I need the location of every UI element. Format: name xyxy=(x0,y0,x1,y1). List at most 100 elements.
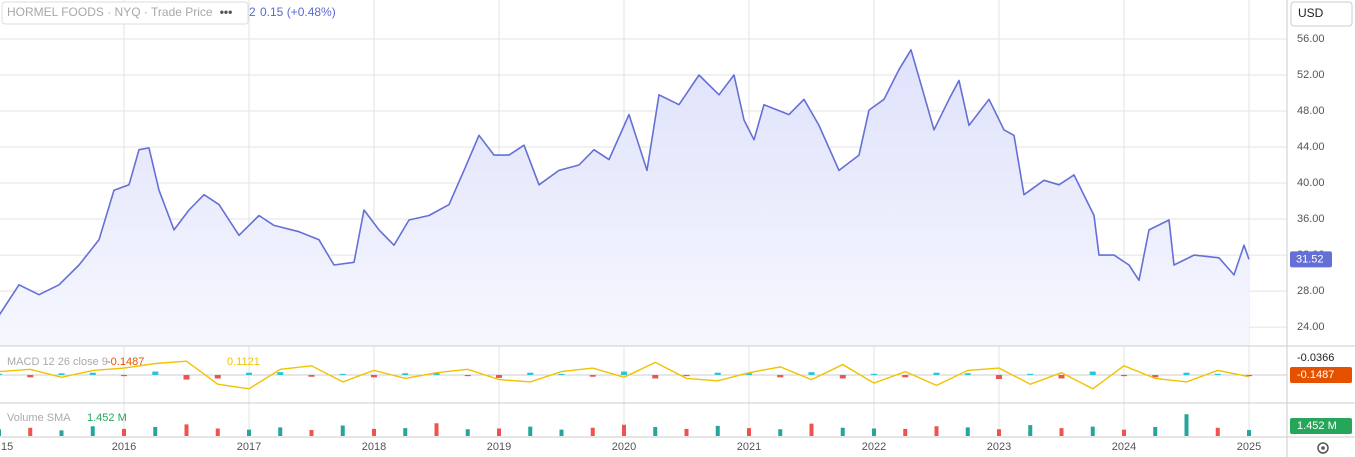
macd-histogram-bar xyxy=(121,375,127,377)
macd-histogram-bar xyxy=(1089,371,1096,375)
macd-histogram-bar xyxy=(746,373,752,375)
volume-bar xyxy=(278,427,283,436)
volume-bar xyxy=(184,424,189,436)
volume-bar xyxy=(903,428,908,436)
macd-histogram-bar xyxy=(152,371,159,375)
last-price-box xyxy=(1290,251,1332,268)
volume-bar xyxy=(590,427,595,436)
macd-histogram-bar xyxy=(1058,375,1065,379)
macd-histogram-bar xyxy=(871,373,877,375)
x-tick-label: 15 xyxy=(1,441,13,453)
x-tick-label: 2025 xyxy=(1237,441,1261,453)
macd-histogram-bar xyxy=(527,372,534,375)
header-title: HORMEL FOODS · NYQ · Trade Price xyxy=(7,5,213,19)
last-price-label: 31.52 xyxy=(1296,253,1324,265)
y-tick-label: 52.00 xyxy=(1297,69,1325,81)
volume-bar xyxy=(778,429,783,436)
macd-histogram-bar xyxy=(183,375,190,380)
volume-bar xyxy=(684,428,689,436)
volume-bar xyxy=(372,428,376,436)
macd-histogram-bar xyxy=(714,372,721,375)
macd-histogram-bar xyxy=(621,371,627,375)
volume-bar xyxy=(809,423,814,436)
volume-bar xyxy=(1028,425,1033,436)
macd-histogram-bar xyxy=(433,372,440,375)
macd-histogram-bar xyxy=(27,375,34,378)
macd-histogram-bar xyxy=(1214,373,1221,375)
volume-bar xyxy=(872,428,876,436)
price-fragment: 2 xyxy=(249,5,256,19)
y-tick-label: 44.00 xyxy=(1297,141,1325,153)
x-tick-label: 2018 xyxy=(362,441,386,453)
volume-bar xyxy=(1090,426,1095,436)
macd-histogram-bar xyxy=(996,375,1002,380)
price-change: 0.15 (+0.48%) xyxy=(260,5,336,19)
macd-histogram-bar xyxy=(933,372,940,375)
header-box xyxy=(1,1,249,25)
price-line xyxy=(0,49,1250,316)
volume-bar xyxy=(997,429,1001,436)
macd-histogram-bar xyxy=(277,372,284,375)
macd-legend-value: 0.1121 xyxy=(227,356,260,368)
volume-bar xyxy=(934,426,939,436)
macd-histogram-bar xyxy=(89,372,96,375)
macd-title: MACD 12 26 close 9 xyxy=(7,356,108,368)
currency-label[interactable]: USD xyxy=(1298,6,1324,20)
volume-bar xyxy=(90,426,95,436)
volume-bar xyxy=(1122,429,1126,436)
volume-bar xyxy=(403,428,408,436)
y-tick-label: 48.00 xyxy=(1297,105,1325,117)
macd-histogram-bar xyxy=(214,375,221,379)
volume-bar xyxy=(1215,427,1220,436)
x-tick-label: 2023 xyxy=(987,441,1011,453)
volume-bar xyxy=(559,429,564,436)
y-tick-label: 40.00 xyxy=(1297,177,1325,189)
x-tick-label: 2017 xyxy=(237,441,261,453)
macd-histogram-bar xyxy=(1027,373,1034,375)
y-tick-label: 24.00 xyxy=(1297,321,1325,333)
macd-histogram-bar xyxy=(589,375,596,377)
volume-bar xyxy=(465,429,470,436)
volume-bar xyxy=(1153,427,1158,436)
volume-sma-value: 1.452 M xyxy=(87,412,127,424)
volume-bar xyxy=(965,427,970,436)
volume-bar xyxy=(653,427,658,436)
x-tick-label: 2016 xyxy=(112,441,136,453)
x-tick-label: 2024 xyxy=(1112,441,1136,453)
volume-bar xyxy=(1247,430,1251,436)
macd-histogram-bar xyxy=(1246,375,1252,377)
volume-bar xyxy=(1059,428,1064,436)
volume-title: Volume SMA xyxy=(7,412,71,424)
currency-button[interactable] xyxy=(1290,1,1353,27)
macd-histogram-bar xyxy=(464,375,471,377)
macd-histogram-bar xyxy=(496,375,502,378)
price-area xyxy=(0,49,1249,346)
x-tick-label: 2021 xyxy=(737,441,761,453)
macd-histogram-bar xyxy=(558,373,565,375)
macd-histogram-bar xyxy=(777,375,784,378)
macd-histogram-bar xyxy=(58,373,65,375)
volume-sma-box xyxy=(1290,418,1352,434)
macd-histogram-bar xyxy=(652,375,659,379)
x-tick-label: 2022 xyxy=(862,441,886,453)
macd-histogram-bar xyxy=(246,372,252,375)
menu-dots[interactable]: ••• xyxy=(220,5,233,19)
macd-histogram-bar xyxy=(0,373,2,375)
volume-bar xyxy=(28,427,33,436)
volume-bar xyxy=(215,428,220,436)
macd-histogram-bar xyxy=(902,375,909,378)
y-tick-label: 28.00 xyxy=(1297,285,1325,297)
macd-histogram-bar xyxy=(1121,375,1127,377)
macd-legend-value: -0.1487 xyxy=(107,356,144,368)
settings-icon[interactable] xyxy=(1317,442,1329,454)
y-tick-label: 56.00 xyxy=(1297,33,1325,45)
macd-value-box xyxy=(1290,367,1352,383)
volume-bar xyxy=(528,426,533,436)
volume-bar xyxy=(1184,414,1189,436)
macd-axis-label: -0.0366 xyxy=(1297,352,1334,364)
volume-sma-axis-label: 1.452 M xyxy=(1297,420,1337,432)
volume-bar xyxy=(340,425,345,436)
x-tick-label: 2019 xyxy=(487,441,511,453)
x-tick-label: 2020 xyxy=(612,441,636,453)
macd-histogram-bar xyxy=(371,375,377,378)
